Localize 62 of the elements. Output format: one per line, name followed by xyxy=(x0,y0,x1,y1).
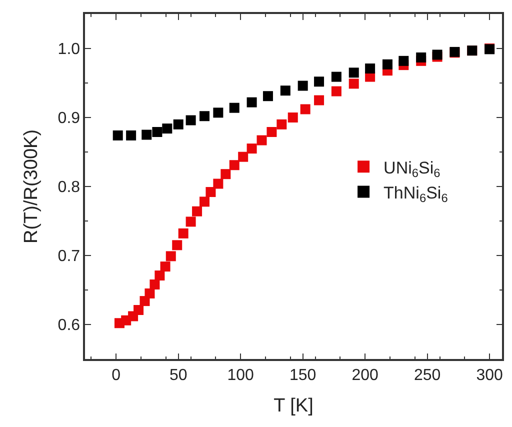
point xyxy=(213,108,224,118)
point xyxy=(416,52,426,62)
point xyxy=(186,115,196,126)
point xyxy=(331,72,342,82)
point xyxy=(200,111,210,122)
point xyxy=(166,251,176,262)
x-axis-title: T [K] xyxy=(274,395,314,416)
point xyxy=(300,104,310,114)
x-tick-label: 300 xyxy=(476,366,503,384)
point xyxy=(398,56,409,66)
point xyxy=(206,187,216,198)
point xyxy=(172,240,182,250)
point xyxy=(348,78,359,89)
point xyxy=(276,119,287,130)
point xyxy=(192,206,202,216)
point xyxy=(186,216,196,227)
point xyxy=(229,102,240,113)
legend-label: UNi$_{6}$Si$_{6}$ xyxy=(384,158,441,180)
point xyxy=(112,130,123,140)
y-tick-label: 0.8 xyxy=(58,179,80,196)
y-tick-label: 0.7 xyxy=(58,248,80,266)
y-axis-title: R(T)/R(300K) xyxy=(21,129,42,244)
point xyxy=(126,130,136,140)
point xyxy=(200,196,210,207)
x-tick-label: 0 xyxy=(112,366,121,384)
point xyxy=(314,95,324,106)
point xyxy=(238,152,248,162)
point xyxy=(331,86,342,96)
point xyxy=(213,178,224,189)
point xyxy=(280,86,290,96)
point xyxy=(348,68,359,78)
x-tick-label: 50 xyxy=(169,366,188,384)
point xyxy=(229,160,240,170)
point xyxy=(160,262,170,272)
point xyxy=(246,97,257,108)
point xyxy=(154,270,165,281)
point xyxy=(134,305,144,316)
x-tick-label: 100 xyxy=(227,366,254,384)
point xyxy=(152,126,162,137)
point xyxy=(246,144,257,154)
y-tick-label: 1.0 xyxy=(58,41,80,58)
point xyxy=(288,112,298,122)
x-tick-label: 250 xyxy=(414,366,441,384)
point xyxy=(266,126,277,137)
point xyxy=(173,119,184,130)
legend-label: ThNi$_{6}$Si$_{6}$ xyxy=(384,183,448,205)
x-tick-label: 150 xyxy=(289,366,316,384)
point xyxy=(178,228,188,238)
y-tick-label: 0.6 xyxy=(58,317,80,334)
point xyxy=(382,59,392,70)
x-tick-label: 200 xyxy=(352,366,379,384)
point xyxy=(262,91,273,102)
point xyxy=(220,169,231,180)
point xyxy=(365,64,376,74)
y-tick-label: 0.9 xyxy=(58,110,80,128)
point xyxy=(314,76,324,87)
point xyxy=(142,130,152,140)
point xyxy=(144,288,155,298)
point xyxy=(150,279,160,290)
point xyxy=(162,124,172,134)
point xyxy=(256,135,267,146)
point xyxy=(298,80,308,91)
